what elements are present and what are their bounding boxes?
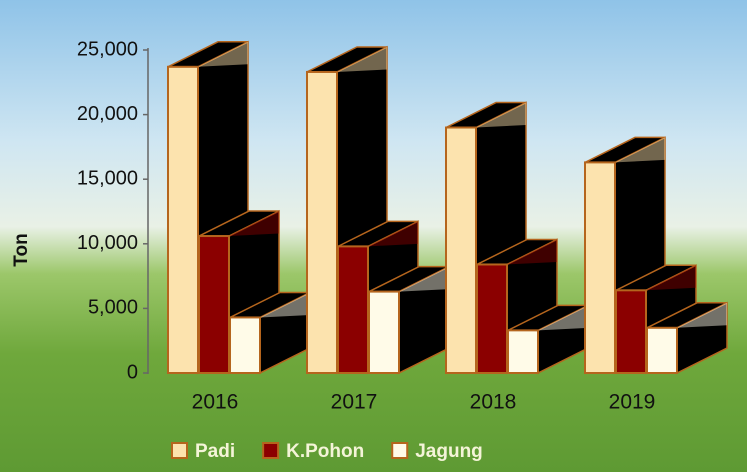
bar-top-highlight <box>399 266 449 292</box>
legend-swatch <box>262 442 280 459</box>
bar-top-highlight <box>337 46 387 72</box>
bar <box>584 161 616 374</box>
bar-top-highlight <box>615 137 665 163</box>
legend-label: Padi <box>195 441 235 462</box>
bar-top-highlight <box>538 305 588 331</box>
bar-top-highlight <box>507 239 557 265</box>
bar <box>646 326 678 374</box>
legend-swatch <box>171 442 188 459</box>
x-tick-label: 2017 <box>331 391 378 414</box>
y-axis-label: Ton <box>11 233 32 266</box>
y-tick-label: 0 <box>127 361 138 383</box>
y-tick-label: 25,000 <box>77 38 138 60</box>
bar-top-highlight <box>260 292 310 318</box>
y-tick-label: 10,000 <box>77 232 138 254</box>
bar <box>445 126 477 374</box>
legend-swatch <box>391 442 409 459</box>
x-tick-label: 2016 <box>192 391 239 414</box>
legend-label: K.Pohon <box>286 441 364 462</box>
legend-label: Jagung <box>415 441 483 462</box>
bar <box>368 290 400 375</box>
bar <box>615 289 647 375</box>
bar-top-highlight <box>198 41 248 67</box>
bar <box>337 245 369 374</box>
bar <box>476 263 508 374</box>
bar-top-highlight <box>677 302 727 328</box>
y-tick-label: 5,000 <box>88 297 138 319</box>
bar-top-highlight <box>229 211 279 237</box>
bar <box>167 65 199 375</box>
bar <box>306 70 338 375</box>
bar-top-highlight <box>646 265 696 291</box>
y-tick-label: 15,000 <box>77 167 138 189</box>
bar-top-highlight <box>476 102 526 128</box>
bar <box>507 329 539 375</box>
y-tick-label: 20,000 <box>77 103 138 125</box>
x-tick-label: 2019 <box>609 391 656 414</box>
bar-top-highlight <box>368 221 418 247</box>
bar <box>229 316 261 374</box>
x-tick-label: 2018 <box>470 391 517 414</box>
bar <box>198 235 230 374</box>
